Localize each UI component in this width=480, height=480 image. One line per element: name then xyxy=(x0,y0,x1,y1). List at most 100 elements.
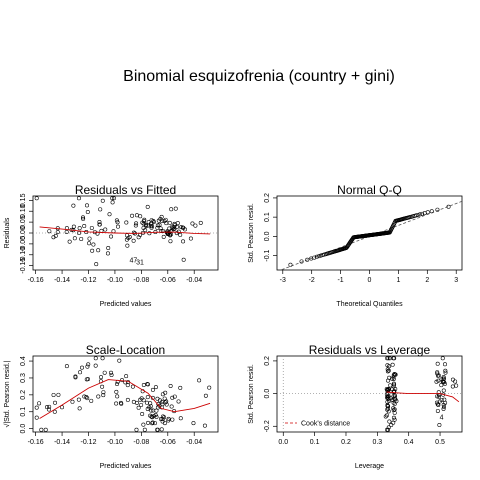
data-point xyxy=(34,405,39,410)
plot-area xyxy=(279,200,462,270)
normal-qq-panel: Normal Q-Q -3 -2 -1 0 1 2 3 -0.1 0.0 0.1 0.2 Theoret… xyxy=(248,183,463,308)
y-tick-label: 0.15 xyxy=(20,193,27,207)
data-point xyxy=(89,225,94,230)
data-point xyxy=(144,400,149,405)
x-tick-label: -0.08 xyxy=(133,277,149,284)
scale-location-panel: Scale-Location -0.16 -0.14 -0.12 -0.10 -0.08 -… xyxy=(3,343,219,470)
data-point xyxy=(34,415,39,420)
data-point xyxy=(97,222,102,227)
data-point xyxy=(145,406,150,411)
data-point xyxy=(78,370,83,375)
data-point xyxy=(150,421,155,426)
data-point xyxy=(391,408,396,413)
data-point xyxy=(314,254,319,259)
data-point xyxy=(109,234,114,239)
smoother-line xyxy=(386,391,460,403)
y-tick-label: 0.2 xyxy=(264,193,271,203)
x-tick-label: 0.4 xyxy=(404,439,414,446)
data-point xyxy=(39,427,44,432)
data-point xyxy=(149,408,154,413)
data-point xyxy=(446,204,451,209)
point-label: 31 xyxy=(136,260,144,267)
data-point xyxy=(173,206,178,211)
data-point xyxy=(453,379,458,384)
data-point xyxy=(435,408,440,413)
data-point xyxy=(98,207,103,212)
data-point xyxy=(85,396,90,401)
data-point xyxy=(91,242,96,247)
data-point xyxy=(162,421,167,426)
data-point xyxy=(288,262,293,267)
data-point xyxy=(161,234,166,239)
x-axis-label: Theoretical Quantiles xyxy=(336,301,403,308)
data-point xyxy=(167,226,172,231)
data-point xyxy=(191,421,196,426)
data-point xyxy=(100,384,105,389)
data-point xyxy=(203,393,208,398)
data-point xyxy=(46,407,51,412)
plot-frame xyxy=(32,355,219,433)
data-point xyxy=(176,399,181,404)
data-point xyxy=(439,383,444,388)
panel-title: Residuals vs Fitted xyxy=(75,183,176,197)
data-point xyxy=(110,200,115,205)
data-point xyxy=(73,375,78,380)
data-point xyxy=(391,400,396,405)
data-point xyxy=(386,394,391,399)
y-tick-label: 0.1 xyxy=(20,407,27,417)
data-point xyxy=(43,427,48,432)
data-point xyxy=(420,211,425,216)
y-tick-label: 0.10 xyxy=(20,204,27,218)
figure-title: Binomial esquizofrenia (country + gini) xyxy=(123,68,395,85)
data-point xyxy=(84,395,89,400)
data-point xyxy=(115,224,120,229)
data-point xyxy=(415,212,420,217)
data-point xyxy=(389,422,394,427)
data-point xyxy=(392,382,397,387)
data-point xyxy=(55,230,60,235)
data-point xyxy=(77,406,82,411)
data-point xyxy=(150,387,155,392)
data-point xyxy=(435,361,440,366)
data-point xyxy=(117,358,122,363)
data-point xyxy=(443,368,448,373)
data-point xyxy=(141,382,146,387)
x-tick-label: -1 xyxy=(337,277,343,284)
data-point xyxy=(124,220,129,225)
data-point xyxy=(385,367,390,372)
data-point xyxy=(52,409,57,414)
data-point xyxy=(87,241,92,246)
x-tick-label: 0.0 xyxy=(278,439,288,446)
data-point xyxy=(161,414,166,419)
data-point xyxy=(386,378,391,383)
x-axis-label: Predicted values xyxy=(100,301,152,308)
x-axis-label: Predicted values xyxy=(100,463,152,470)
data-point xyxy=(105,251,110,256)
x-tick-label: -0.04 xyxy=(186,439,202,446)
y-tick-label: 0.4 xyxy=(20,356,27,366)
data-point xyxy=(386,356,391,361)
data-point xyxy=(168,239,173,244)
data-point xyxy=(435,207,440,212)
data-point xyxy=(100,356,105,361)
data-point xyxy=(384,413,389,418)
data-point xyxy=(159,427,164,432)
y-axis-label: Residuals xyxy=(4,217,11,248)
residuals-vs-fitted-panel: Residuals vs Fitted-0.16 -0.14 -0.12 -0.10-… xyxy=(4,183,219,308)
data-point xyxy=(429,209,434,214)
y-tick-label: 0.00 xyxy=(20,226,27,240)
data-point xyxy=(441,388,446,393)
y-tick-label: 0.0 xyxy=(20,424,27,434)
data-point xyxy=(67,239,72,244)
data-point xyxy=(148,404,153,409)
data-point xyxy=(143,228,148,233)
data-point xyxy=(139,396,144,401)
data-point xyxy=(436,378,441,383)
data-point xyxy=(153,385,158,390)
panel-title: Residuals vs Leverage xyxy=(309,343,431,357)
x-tick-label: -0.06 xyxy=(160,439,176,446)
x-tick-label: -0.12 xyxy=(81,277,97,284)
data-point xyxy=(385,399,390,404)
data-point xyxy=(193,223,198,228)
